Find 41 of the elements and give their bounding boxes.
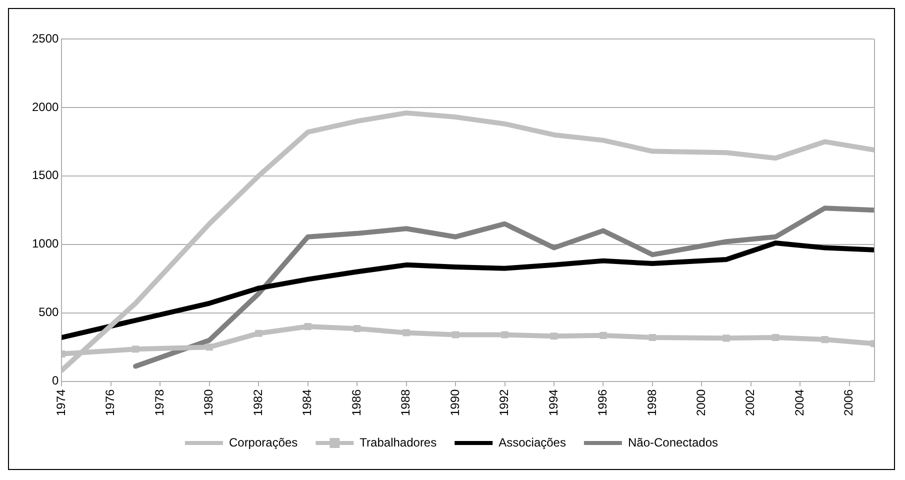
x-tick-label: 1996	[596, 388, 610, 416]
y-tick-label: 2000	[32, 100, 60, 114]
x-tick-label: 2006	[842, 388, 856, 416]
point	[255, 330, 262, 337]
x-tick-label: 2004	[792, 388, 806, 416]
x-tick-label: 1980	[202, 388, 216, 416]
x-tick-label: 1988	[398, 388, 413, 416]
legend-label: Associações	[498, 435, 566, 450]
legend-label: Trabalhadores	[360, 435, 437, 450]
point	[550, 332, 558, 340]
y-tick-label: 1000	[32, 236, 60, 251]
point	[304, 323, 312, 330]
point	[648, 334, 656, 342]
x-tick-label: 1994	[546, 388, 560, 416]
x-tick-label: 1984	[300, 388, 314, 416]
point	[772, 334, 780, 342]
x-tick-label: 2000	[694, 388, 708, 416]
point	[501, 331, 508, 338]
x-tick-label: 1998	[644, 388, 659, 416]
point	[132, 346, 140, 353]
y-tick-label: 2500	[32, 31, 60, 46]
legend-label: Corporações	[228, 435, 298, 450]
point	[821, 336, 828, 344]
x-tick-label: 1986	[349, 388, 364, 416]
legend-label: Não-Conectados	[628, 435, 718, 450]
point	[452, 331, 460, 338]
point	[722, 334, 730, 342]
y-tick-label: 1500	[32, 168, 60, 182]
x-tick-label: 1974	[54, 388, 68, 416]
y-tick-label: 0	[52, 374, 60, 388]
x-tick-label: 1992	[497, 388, 512, 416]
point	[600, 332, 607, 339]
x-tick-label: 2002	[743, 388, 758, 416]
point	[402, 329, 410, 336]
x-tick-label: 1982	[250, 388, 265, 416]
point	[354, 325, 361, 332]
x-tick-label: 1990	[448, 388, 462, 416]
point	[206, 344, 213, 351]
x-tick-label: 1976	[103, 388, 118, 416]
y-tick-label: 500	[38, 305, 60, 320]
x-tick-label: 1978	[152, 388, 166, 416]
